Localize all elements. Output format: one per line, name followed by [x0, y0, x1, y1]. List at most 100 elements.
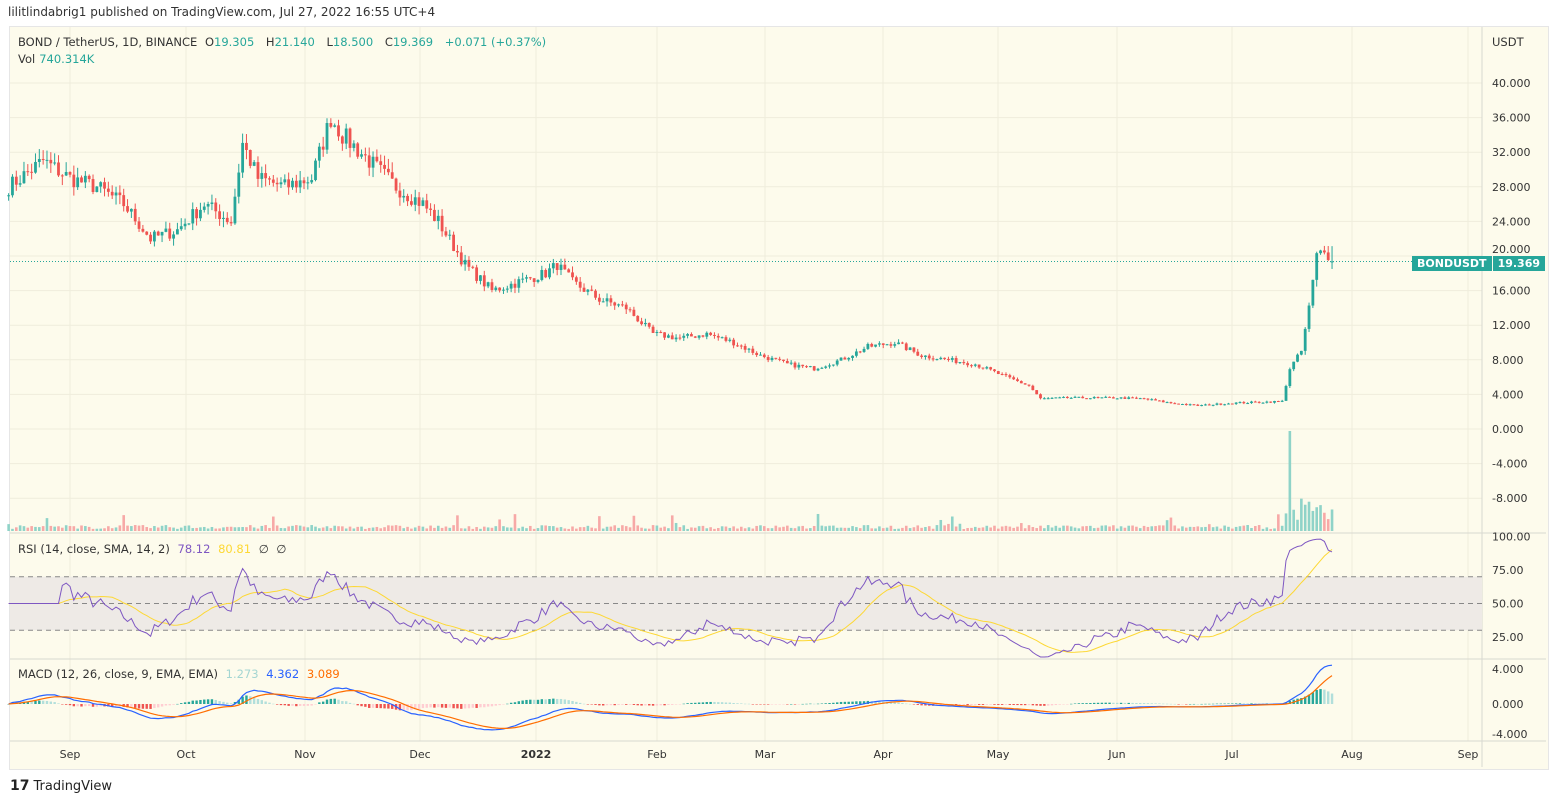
macd-hist-bar — [1127, 702, 1130, 704]
candle-body — [1111, 397, 1115, 399]
macd-hist-bar — [287, 704, 290, 706]
macd-hist-bar — [824, 703, 827, 704]
candle-body — [383, 164, 386, 169]
volume-bar — [989, 527, 992, 531]
macd-hist-bar — [383, 704, 386, 709]
volume-bar — [30, 526, 33, 531]
macd-hist-bar — [321, 701, 325, 704]
volume-bar — [1096, 527, 1100, 531]
volume-bar — [893, 528, 897, 531]
candle-body — [436, 215, 440, 221]
candle-body — [429, 208, 432, 210]
macd-hist-bar — [536, 699, 540, 704]
candle-body — [356, 143, 360, 157]
volume-bar — [310, 525, 313, 531]
macd-hist-bar — [76, 704, 79, 707]
symbol-title[interactable]: BOND / TetherUS, 1D, BINANCE — [18, 35, 198, 49]
volume-bar — [559, 527, 563, 531]
candle-body — [1000, 374, 1004, 376]
macd-hist-bar — [1315, 689, 1318, 704]
candle-body — [225, 217, 229, 223]
macd-hist-bar — [57, 703, 60, 704]
candle-body — [958, 362, 962, 364]
volume-bar — [832, 525, 835, 531]
volume-bar — [1146, 526, 1150, 531]
macd-hist-bar — [283, 704, 287, 706]
macd-hist-bar — [494, 704, 497, 706]
macd-hist-bar — [1066, 704, 1069, 705]
macd-hist-bar — [99, 704, 102, 707]
macd-hist-bar — [812, 703, 816, 705]
volume-bar — [1127, 525, 1131, 531]
volume-bar — [1269, 528, 1272, 531]
volume-bar — [517, 528, 521, 531]
macd-hist-bar — [598, 704, 601, 706]
macd-hist-bar — [210, 699, 214, 704]
volume-bar — [398, 525, 402, 531]
candle-body — [160, 231, 164, 236]
rsi-title[interactable]: RSI (14, close, SMA, 14, 2) — [18, 542, 170, 556]
volume-bar — [605, 526, 609, 531]
candle-body — [379, 161, 383, 165]
candle-body — [996, 371, 1000, 375]
volume-bar — [532, 528, 536, 531]
price-axis-label: 24.000 — [1492, 215, 1531, 228]
time-axis-label: Sep — [60, 748, 81, 761]
candle-body — [870, 343, 874, 347]
macd-hist-bar — [682, 703, 685, 705]
macd-hist-bar — [145, 704, 148, 709]
candle-body — [912, 347, 916, 352]
candle-body — [1050, 397, 1054, 399]
volume-bar — [375, 526, 379, 531]
volume-bar — [321, 527, 325, 531]
volume-bar — [410, 528, 413, 531]
macd-hist-bar — [843, 701, 847, 704]
volume-bar — [122, 515, 126, 531]
volume-bar — [95, 528, 99, 531]
candle-body — [1307, 305, 1311, 329]
volume-bar — [824, 526, 827, 531]
candle-body — [248, 149, 252, 166]
macd-hist-bar — [709, 701, 712, 704]
volume-bar — [272, 516, 275, 531]
volume-bar — [91, 528, 95, 531]
macd-hist-bar — [602, 704, 605, 706]
candle-body — [76, 177, 80, 188]
volume-bar — [306, 527, 310, 531]
candle-body — [241, 142, 245, 173]
chart-frame[interactable] — [9, 26, 1549, 770]
macd-title[interactable]: MACD (12, 26, close, 9, EMA, EMA) — [18, 667, 218, 681]
candle-body — [459, 252, 463, 265]
volume-bar — [858, 528, 862, 531]
volume-bar — [920, 527, 923, 531]
macd-hist-bar — [1146, 703, 1150, 704]
tradingview-logo[interactable]: 17 TradingView — [10, 778, 112, 794]
macd-hist-bar — [153, 704, 156, 709]
volume-bar — [1238, 526, 1242, 531]
candle-body — [751, 348, 755, 353]
candle-body — [797, 364, 801, 368]
macd-hist-bar — [1215, 703, 1219, 705]
macd-hist-bar — [72, 704, 76, 707]
volume-bar — [935, 525, 939, 531]
macd-hist-bar — [636, 704, 639, 706]
volume-bar — [659, 527, 663, 531]
macd-hist-bar — [686, 703, 689, 704]
candle-body — [1119, 397, 1123, 399]
macd-signal-value: 3.089 — [306, 667, 340, 681]
macd-hist-bar — [417, 704, 421, 709]
candle-body — [916, 351, 920, 356]
candle-body — [406, 195, 409, 202]
last-price-tag: BONDUSDT 19.369 — [1412, 256, 1546, 271]
macd-hist-bar — [164, 704, 168, 706]
candle-body — [352, 143, 356, 148]
candle-body — [444, 231, 448, 236]
macd-hist-bar — [1073, 703, 1077, 705]
volume-bar — [1031, 527, 1035, 531]
candle-body — [306, 182, 310, 184]
macd-hist-bar — [452, 704, 455, 709]
macd-hist-bar — [1261, 703, 1265, 705]
macd-hist-bar — [87, 704, 91, 707]
macd-hist-bar — [878, 701, 881, 704]
